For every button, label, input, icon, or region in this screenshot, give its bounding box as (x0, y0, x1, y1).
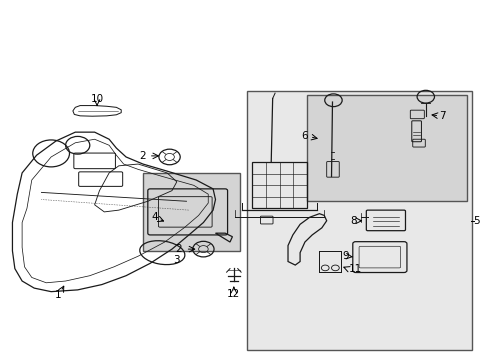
Text: 4: 4 (151, 212, 158, 222)
Text: 2: 2 (175, 244, 181, 254)
Text: 5: 5 (472, 216, 479, 226)
Text: 8: 8 (349, 216, 356, 226)
Text: 7: 7 (439, 111, 445, 121)
Text: 12: 12 (227, 289, 240, 299)
Bar (142, 173, 239, 251)
Text: 10: 10 (90, 94, 103, 104)
Text: 2: 2 (139, 151, 145, 161)
Text: 3: 3 (173, 255, 180, 265)
Bar (307, 95, 466, 201)
Text: 6: 6 (301, 131, 307, 141)
Text: 1: 1 (55, 290, 61, 300)
Text: 11: 11 (348, 264, 361, 274)
Text: 9: 9 (342, 251, 348, 261)
Bar (251, 162, 307, 208)
Bar (246, 91, 471, 350)
